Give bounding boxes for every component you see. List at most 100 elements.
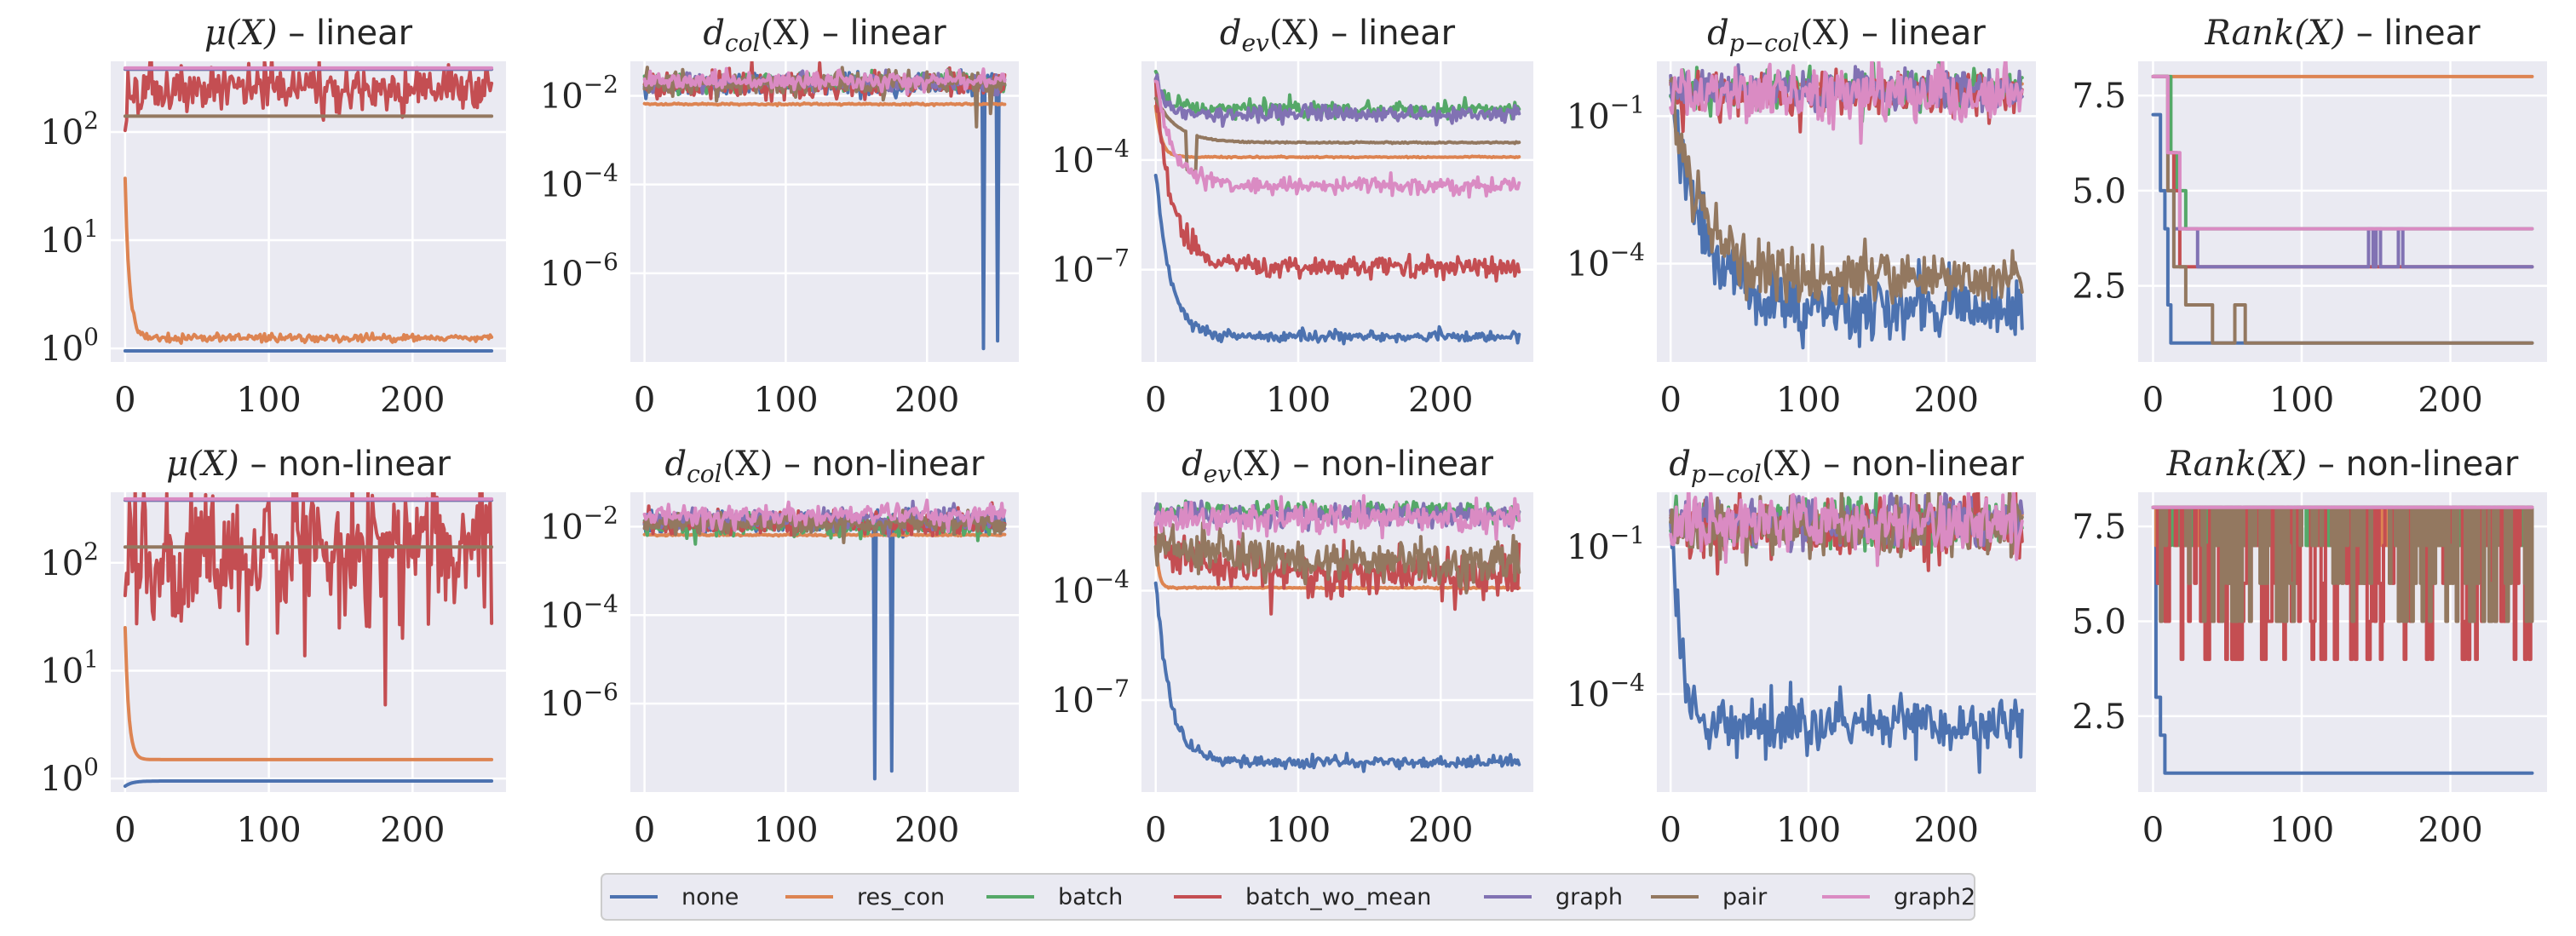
x-tick-label: 0 xyxy=(634,811,655,850)
series-line-none xyxy=(1153,174,1521,346)
series-line-res_con xyxy=(123,626,494,761)
y-tick-label: 100 xyxy=(40,753,99,799)
subplot-title: dp−col(X) – non-linear xyxy=(1669,445,2024,488)
series-lines xyxy=(642,61,1007,351)
legend-label: batch xyxy=(1058,884,1123,910)
x-tick-label: 100 xyxy=(236,381,301,420)
y-tick-label: 10−7 xyxy=(1051,244,1130,290)
subplot-6: 0 100 200 100 101 102 μ(X) – non-linear xyxy=(40,445,506,850)
x-tick-label: 200 xyxy=(894,811,959,850)
subplot-title: μ(X) – non-linear xyxy=(166,445,451,484)
subplot-9: 0 100 200 10−1 10−4 dp−col(X) – non-linear xyxy=(1567,445,2036,850)
series-line-none xyxy=(123,779,494,789)
series-line-pair xyxy=(2151,74,2534,345)
y-tick-label: 10−4 xyxy=(1567,238,1645,284)
series-line-res_con xyxy=(123,176,494,345)
grid xyxy=(111,61,506,362)
y-tick-label: 10−4 xyxy=(1051,566,1130,612)
legend-item-graph2: graph2 xyxy=(1822,884,1975,910)
series-lines xyxy=(642,498,1007,781)
x-tick-label: 100 xyxy=(2269,381,2334,420)
legend-item-batch: batch xyxy=(986,884,1123,910)
x-tick-label: 200 xyxy=(894,381,959,420)
x-tick-label: 200 xyxy=(2418,381,2482,420)
series-lines xyxy=(2151,74,2534,345)
x-tick-label: 0 xyxy=(1145,381,1166,420)
series-line-res_con xyxy=(642,100,1007,107)
series-line-batch xyxy=(2151,74,2534,231)
x-tick-label: 200 xyxy=(1408,811,1473,850)
series-line-res_con xyxy=(1153,535,1521,591)
x-tick-label: 100 xyxy=(753,811,818,850)
series-line-pair xyxy=(1669,77,2024,306)
x-tick-label: 200 xyxy=(380,381,445,420)
series-line-graph2 xyxy=(1153,79,1521,199)
y-tick-label: 2.5 xyxy=(2072,698,2126,737)
x-tick-label: 0 xyxy=(1659,811,1681,850)
series-line-res_con xyxy=(642,531,1007,538)
series-lines xyxy=(1669,61,2024,350)
x-tick-label: 0 xyxy=(634,381,655,420)
legend-item-none: none xyxy=(610,884,739,910)
subplot-5: 0 100 200 2.5 5.0 7.5 Rank(X) – linear xyxy=(2072,14,2547,420)
series-line-pair xyxy=(1153,521,1521,594)
series-lines xyxy=(2151,505,2534,775)
x-tick-label: 0 xyxy=(1659,381,1681,420)
grid xyxy=(2138,61,2547,362)
plot-area xyxy=(111,61,506,362)
y-tick-label: 102 xyxy=(40,537,99,583)
y-tick-label: 10−1 xyxy=(1567,90,1645,136)
subplot-3: 0 100 200 10−4 10−7 dev(X) – linear xyxy=(1051,14,1533,420)
subplot-7: 0 100 200 10−2 10−4 10−6 dcol(X) – non-linear xyxy=(540,445,1019,850)
subplot-title: Rank(X) – linear xyxy=(2204,14,2481,53)
y-tick-label: 10−2 xyxy=(540,501,618,547)
legend-label: batch_wo_mean xyxy=(1245,884,1431,910)
series-lines xyxy=(1153,69,1521,346)
legend-label: pair xyxy=(1722,884,1768,910)
subplot-title: μ(X) – linear xyxy=(204,14,413,53)
series-lines xyxy=(1669,492,2024,774)
y-tick-label: 2.5 xyxy=(2072,267,2126,307)
series-line-graph2 xyxy=(642,498,1007,534)
y-tick-label: 5.0 xyxy=(2072,602,2126,641)
x-tick-label: 0 xyxy=(2142,381,2164,420)
plot-area xyxy=(2138,61,2547,362)
y-tick-label: 102 xyxy=(40,106,99,152)
legend-label: res_con xyxy=(857,884,945,910)
x-tick-label: 200 xyxy=(1914,381,1979,420)
subplot-title: dcol(X) – non-linear xyxy=(665,445,986,488)
y-tick-label: 10−4 xyxy=(540,159,618,205)
series-line-graph xyxy=(1153,73,1521,128)
x-tick-label: 100 xyxy=(1776,811,1841,850)
series-line-graph2 xyxy=(1669,492,2024,567)
y-tick-label: 10−4 xyxy=(540,589,618,635)
x-tick-label: 200 xyxy=(1408,381,1473,420)
x-tick-label: 100 xyxy=(2269,811,2334,850)
x-tick-label: 0 xyxy=(114,381,135,420)
subplot-title: dp−col(X) – linear xyxy=(1707,14,1986,57)
series-line-none xyxy=(1153,581,1521,773)
legend-label: graph2 xyxy=(1894,884,1975,910)
y-tick-label: 10−4 xyxy=(1051,135,1130,181)
x-tick-label: 100 xyxy=(236,811,301,850)
x-tick-label: 100 xyxy=(1266,381,1331,420)
legend-item-batch_wo_mean: batch_wo_mean xyxy=(1174,884,1431,910)
series-line-graph2 xyxy=(2151,74,2534,231)
y-tick-label: 10−7 xyxy=(1051,675,1130,721)
legend: none res_con batch batch_wo_mean graph pair gr… xyxy=(601,873,1975,921)
legend-item-graph: graph xyxy=(1484,884,1623,910)
series-line-graph2 xyxy=(1669,61,2024,145)
series-line-graph2 xyxy=(1153,494,1521,541)
x-tick-label: 200 xyxy=(380,811,445,850)
subplot-title: dev(X) – linear xyxy=(1220,14,1456,57)
legend-item-res_con: res_con xyxy=(785,884,945,910)
x-tick-label: 200 xyxy=(1914,811,1979,850)
y-tick-label: 7.5 xyxy=(2072,77,2126,116)
y-tick-label: 10−4 xyxy=(1567,669,1645,715)
series-line-batch_wo_mean xyxy=(123,492,494,707)
plot-area xyxy=(630,61,1019,362)
subplot-8: 0 100 200 10−4 10−7 dev(X) – non-linear xyxy=(1051,445,1533,850)
series-line-pair xyxy=(1153,96,1521,174)
x-tick-label: 0 xyxy=(1145,811,1166,850)
